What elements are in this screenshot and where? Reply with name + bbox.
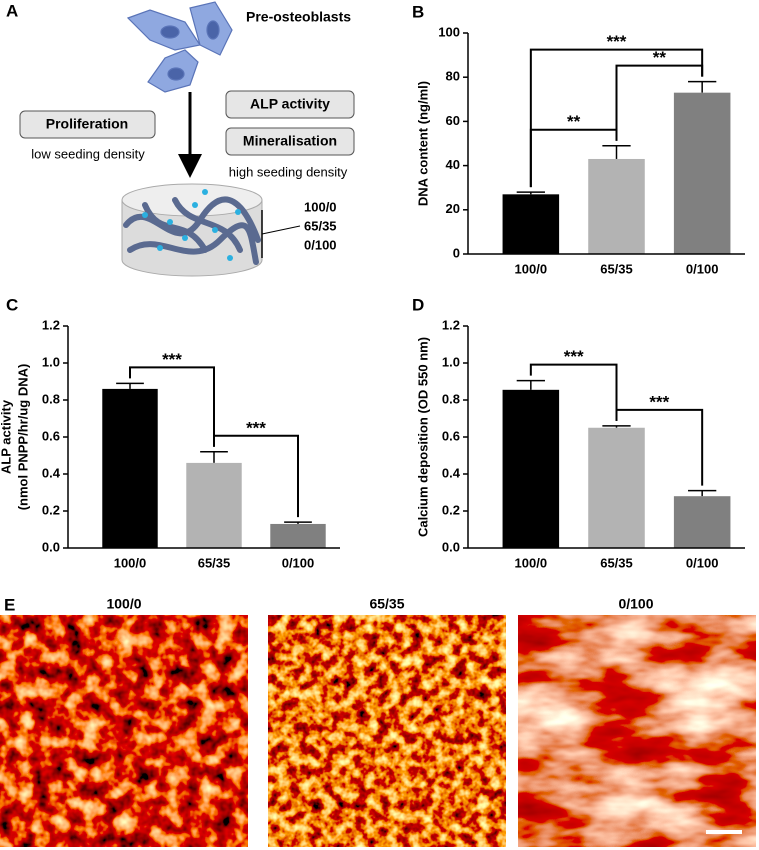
panel-label: D: [412, 295, 424, 314]
box: [225, 90, 355, 119]
panel-label: E: [4, 595, 15, 614]
image-label: 100/0: [106, 596, 141, 612]
panel-e: E 100/0 65/35 0/100: [0, 595, 756, 847]
bar: [186, 462, 242, 548]
panel-label: B: [412, 2, 424, 21]
y-tick-label: 0.0: [42, 539, 60, 554]
bar: [673, 496, 731, 548]
y-axis-label: ALP activity: [0, 399, 13, 474]
y-tick-label: 0.2: [42, 502, 60, 517]
x-tick-label: 0/100: [282, 555, 315, 570]
significance-label: ***: [162, 350, 182, 369]
y-tick-label: 40: [446, 157, 460, 172]
panel-label: A: [6, 1, 18, 20]
y-axis-label: DNA content (ng/ml): [415, 81, 430, 206]
scaffold: [121, 183, 263, 277]
micrograph: [518, 615, 756, 847]
nucleus: [167, 67, 185, 81]
y-tick-label: 0.4: [42, 465, 61, 480]
y-tick-label: 1.2: [42, 317, 60, 332]
nucleus: [206, 20, 220, 40]
y-tick-label: 0.8: [42, 391, 60, 406]
box-label: Mineralisation: [243, 133, 337, 149]
cells: [126, 1, 233, 93]
significance-label: ***: [607, 32, 627, 51]
micrograph: [268, 615, 506, 847]
pointer: [261, 225, 301, 235]
y-axis-label: Calcium deposition (OD 550 nm): [415, 337, 430, 537]
density-label: low seeding density: [31, 146, 145, 161]
box: [19, 110, 156, 139]
y-tick-label: 0.4: [442, 465, 461, 480]
x-tick-label: 100/0: [114, 555, 147, 570]
y-tick-label: 60: [446, 113, 460, 128]
x-tick-label: 0/100: [686, 261, 719, 276]
ratio-label: 100/0: [304, 199, 337, 214]
significance-label: ***: [649, 392, 669, 411]
density-label: high seeding density: [229, 164, 348, 179]
y-tick-label: 20: [446, 201, 460, 216]
bar: [102, 388, 158, 548]
y-axis-label: (nmol PNPP/hr/ug DNA): [15, 364, 30, 511]
y-tick-label: 100: [438, 24, 460, 39]
image-label: 0/100: [618, 596, 653, 612]
x-tick-label: 0/100: [686, 555, 719, 570]
significance-label: ***: [246, 418, 266, 437]
y-tick-label: 0.6: [42, 428, 60, 443]
bar: [588, 427, 645, 548]
x-tick-label: 100/0: [515, 555, 548, 570]
bar: [270, 523, 326, 548]
nucleus: [160, 25, 180, 39]
x-tick-label: 65/35: [198, 555, 231, 570]
box: [225, 127, 355, 156]
significance-bracket: [213, 434, 299, 518]
bar: [673, 92, 731, 254]
bar: [502, 194, 560, 254]
image-label: 65/35: [369, 596, 404, 612]
charts: B DNA content (ng/ml) 0 20 40 60 80 100 100/0 65/…: [0, 2, 745, 570]
significance-label: **: [567, 112, 581, 131]
significance-label: ***: [564, 347, 584, 366]
y-tick-label: 1.0: [42, 354, 60, 369]
significance-bracket: [615, 408, 704, 486]
box-label: ALP activity: [250, 96, 330, 112]
y-tick-label: 1.2: [442, 317, 460, 332]
significance-bracket: [129, 366, 215, 447]
cells-label: Pre-osteoblasts: [246, 9, 351, 25]
y-tick-label: 1.0: [442, 354, 460, 369]
y-tick-label: 0.2: [442, 502, 460, 517]
ratio-label: 65/35: [304, 218, 337, 233]
x-tick-label: 65/35: [600, 261, 633, 276]
y-tick-label: 0.6: [442, 428, 460, 443]
significance-label: **: [653, 48, 667, 67]
y-tick-label: 0: [453, 245, 460, 260]
micrograph: [0, 615, 248, 847]
box-label: Proliferation: [46, 116, 128, 132]
ratio-label: 0/100: [304, 237, 337, 252]
fibers: [123, 196, 261, 265]
bar: [588, 158, 645, 254]
panel-a: A Pre-osteoblasts ALP activity Mineralis…: [6, 1, 355, 277]
cell-dots: [142, 189, 241, 261]
y-tick-label: 0.8: [442, 391, 460, 406]
significance-bracket: [529, 363, 618, 421]
y-tick-label: 80: [446, 69, 460, 84]
panel-label: C: [6, 295, 18, 314]
x-tick-label: 65/35: [600, 555, 633, 570]
x-tick-label: 100/0: [515, 261, 548, 276]
bar: [502, 389, 560, 548]
significance-bracket: [529, 48, 704, 188]
y-tick-label: 0.0: [442, 539, 460, 554]
